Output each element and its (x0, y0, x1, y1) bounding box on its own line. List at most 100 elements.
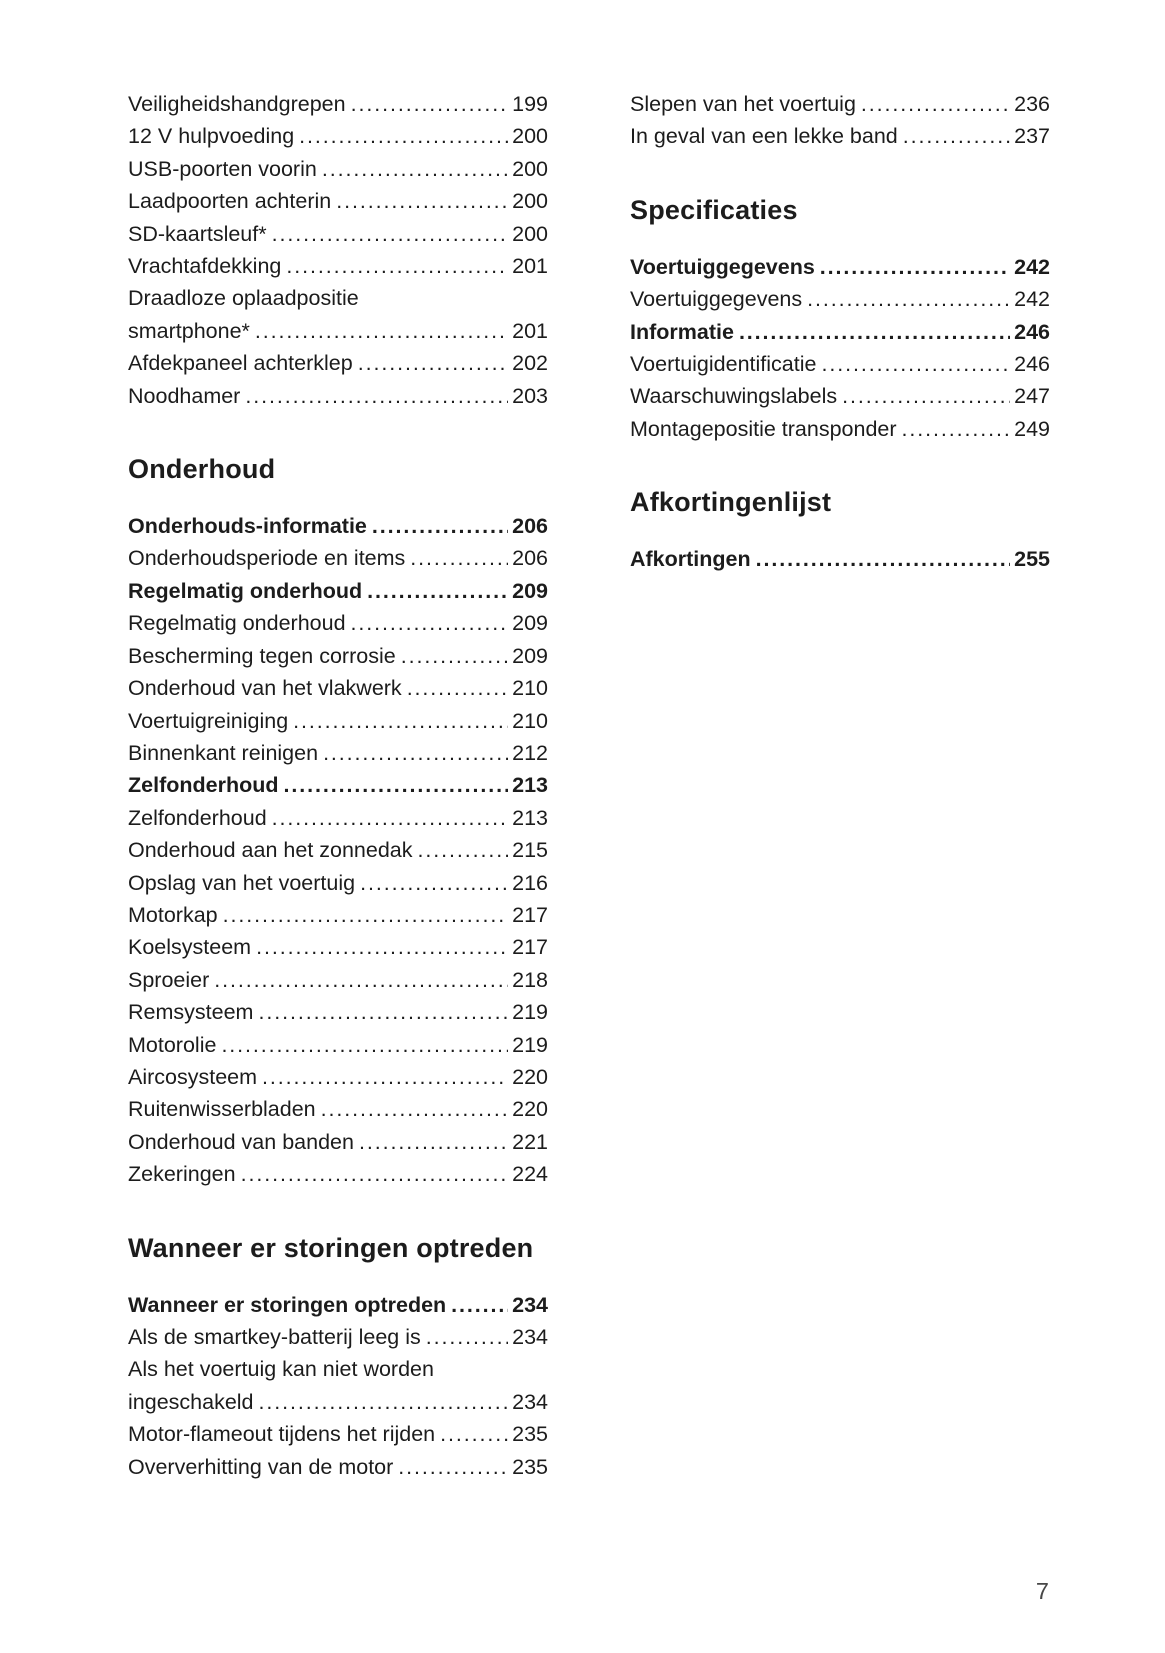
toc-entry-row: Afdekpaneel achterklep 202 (128, 347, 548, 379)
toc-entry-row: Koelsysteem 217 (128, 931, 548, 963)
toc-entry[interactable]: Voertuiggegevens 242 (630, 283, 1050, 315)
toc-entry[interactable]: Informatie 246 (630, 316, 1050, 348)
toc-entry[interactable]: 12 V hulpvoeding 200 (128, 120, 548, 152)
toc-entry[interactable]: Koelsysteem 217 (128, 931, 548, 963)
toc-entry[interactable]: Aircosysteem 220 (128, 1061, 548, 1093)
toc-entry[interactable]: Vrachtafdekking 201 (128, 250, 548, 282)
toc-entry[interactable]: Onderhoud van banden 221 (128, 1126, 548, 1158)
toc-entry-label: Vrachtafdekking (128, 254, 282, 279)
toc-entry[interactable]: Opslag van het voertuig 216 (128, 867, 548, 899)
toc-entry[interactable]: Zekeringen 224 (128, 1158, 548, 1190)
toc-entry[interactable]: Motorkap 217 (128, 899, 548, 931)
toc-entry[interactable]: Voertuigreiniging 210 (128, 705, 548, 737)
toc-entry[interactable]: Onderhoudsperiode en items 206 (128, 542, 548, 574)
toc-entry[interactable]: Remsysteem 219 (128, 996, 548, 1028)
toc-entry-label: Montagepositie transponder (630, 416, 897, 441)
toc-entry-row: Motorolie 219 (128, 1029, 548, 1061)
toc-entry-row: Binnenkant reinigen 212 (128, 737, 548, 769)
toc-entry[interactable]: Sproeier 218 (128, 964, 548, 996)
toc-entry-page: 221 (512, 1129, 548, 1154)
toc-entry-page: 213 (512, 773, 548, 798)
toc-entry[interactable]: Zelfonderhoud 213 (128, 802, 548, 834)
toc-entry-row: Zekeringen 224 (128, 1158, 548, 1190)
toc-entry[interactable]: Regelmatig onderhoud 209 (128, 607, 548, 639)
toc-entry[interactable]: Als de smartkey-batterij leeg is 234 (128, 1321, 548, 1353)
toc-entry[interactable]: Zelfonderhoud 213 (128, 769, 548, 801)
toc-entry[interactable]: Motorolie 219 (128, 1029, 548, 1061)
toc-item-list: Wanneer er storingen optreden 234 Als de… (128, 1289, 548, 1483)
toc-entry-row: Als de smartkey-batterij leeg is 234 (128, 1321, 548, 1353)
toc-leader-dots (288, 705, 508, 737)
toc-entry[interactable]: Oververhitting van de motor 235 (128, 1451, 548, 1483)
toc-entry[interactable]: Ruitenwisserbladen 220 (128, 1093, 548, 1125)
toc-entry-page: 236 (1014, 92, 1050, 116)
toc-entry[interactable]: Als het voertuig kan niet worden ingesch… (128, 1353, 548, 1418)
toc-entry-label: Sproeier (128, 967, 210, 992)
toc-entry-label: Remsysteem (128, 1000, 254, 1025)
toc-entry-page: 249 (1014, 416, 1050, 441)
toc-entry-label: Afdekpaneel achterklep (128, 351, 353, 376)
toc-entry[interactable]: Afdekpaneel achterklep 202 (128, 347, 548, 379)
toc-entry[interactable]: Binnenkant reinigen 212 (128, 737, 548, 769)
toc-entry[interactable]: Wanneer er storingen optreden 234 (128, 1289, 548, 1321)
toc-entry-page: 201 (512, 318, 548, 343)
toc-entry-row: USB-poorten voorin 200 (128, 153, 548, 185)
toc-entry-wrap-line: Draadloze oplaadpositie (128, 286, 359, 311)
toc-entry[interactable]: Slepen van het voertuig 236 (630, 88, 1050, 120)
toc-entry-page: 215 (512, 838, 548, 863)
toc-entry-page: 213 (512, 805, 548, 830)
toc-entry-row: Laadpoorten achterin 200 (128, 185, 548, 217)
toc-entry[interactable]: Voertuigidentificatie 246 (630, 348, 1050, 380)
toc-entry-page: 242 (1014, 287, 1050, 312)
toc-entry[interactable]: Onderhoud van het vlakwerk 210 (128, 672, 548, 704)
toc-entry[interactable]: Laadpoorten achterin 200 (128, 185, 548, 217)
toc-entry-page: 206 (512, 514, 548, 539)
toc-leader-dots (331, 185, 508, 217)
toc-entry-label: In geval van een lekke band (630, 124, 898, 149)
toc-leader-dots (396, 640, 508, 672)
toc-entry[interactable]: Regelmatig onderhoud 209 (128, 575, 548, 607)
toc-entry-row: Informatie 246 (630, 316, 1050, 348)
toc-entry-label: smartphone* (128, 318, 250, 343)
toc-entry[interactable]: Voertuiggegevens 242 (630, 251, 1050, 283)
toc-entry[interactable]: USB-poorten voorin 200 (128, 153, 548, 185)
toc-entry-page: 234 (512, 1325, 548, 1349)
toc-entry-page: 200 (512, 156, 548, 181)
toc-leader-dots (751, 543, 1010, 575)
toc-entry-page: 201 (512, 254, 548, 279)
toc-entry-page: 202 (512, 351, 548, 376)
toc-leader-dots (837, 380, 1010, 412)
toc-entry-page: 210 (512, 708, 548, 733)
toc-entry[interactable]: SD-kaartsleuf* 200 (128, 218, 548, 250)
toc-entry-row: Voertuiggegevens 242 (630, 283, 1050, 315)
toc-entry[interactable]: Noodhamer 203 (128, 380, 548, 412)
toc-entry[interactable]: Bescherming tegen corrosie 209 (128, 640, 548, 672)
toc-leader-dots (267, 802, 508, 834)
toc-entry[interactable]: In geval van een lekke band 237 (630, 120, 1050, 152)
toc-entry-row: Ruitenwisserbladen 220 (128, 1093, 548, 1125)
toc-entry[interactable]: Waarschuwingslabels 247 (630, 380, 1050, 412)
toc-entry-label: Afkortingen (630, 547, 751, 572)
toc-entry[interactable]: Draadloze oplaadpositie smartphone* 201 (128, 282, 548, 347)
toc-entry-page: 234 (512, 1292, 548, 1317)
toc-leader-dots (355, 867, 508, 899)
toc-leader-dots (294, 120, 508, 152)
toc-entry-row: Montagepositie transponder 249 (630, 413, 1050, 445)
toc-leader-dots (446, 1289, 508, 1321)
toc-entry[interactable]: Onderhoud aan het zonnedak 215 (128, 834, 548, 866)
toc-entry[interactable]: Afkortingen 255 (630, 543, 1050, 575)
toc-entry-label: Onderhoud aan het zonnedak (128, 838, 413, 863)
toc-entry[interactable]: Montagepositie transponder 249 (630, 413, 1050, 445)
toc-entry-page: 199 (512, 92, 548, 116)
toc-entry[interactable]: Veiligheidshandgrepen 199 (128, 88, 548, 120)
toc-entry-row: Veiligheidshandgrepen 199 (128, 88, 548, 120)
toc-leader-dots (353, 347, 508, 379)
toc-entry-page: 246 (1014, 352, 1050, 377)
toc-entry[interactable]: Motor-flameout tijdens het rijden 235 (128, 1418, 548, 1450)
toc-entry-page: 219 (512, 1000, 548, 1025)
toc-entry-row: Regelmatig onderhoud 209 (128, 607, 548, 639)
toc-leader-dots (278, 769, 508, 801)
toc-entry-row: Oververhitting van de motor 235 (128, 1451, 548, 1483)
toc-entry[interactable]: Onderhouds-informatie 206 (128, 510, 548, 542)
toc-entry-row: Waarschuwingslabels 247 (630, 380, 1050, 412)
